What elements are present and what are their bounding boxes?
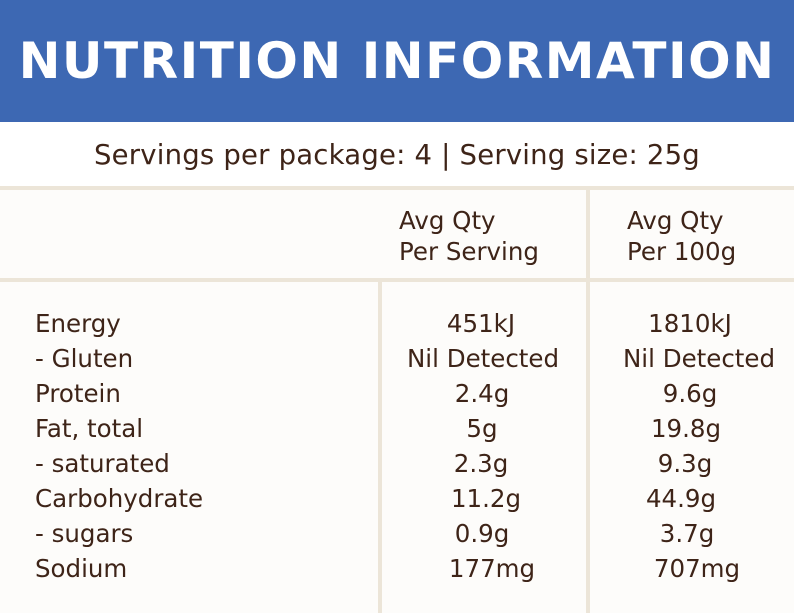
nutrient-label: - saturated [35, 449, 170, 478]
value-per-serving: 451kJ [446, 309, 516, 338]
value-per-100g: Nil Detected [622, 344, 776, 373]
value-per-100g: 9.6g [662, 379, 718, 408]
nutrient-label: Energy [35, 309, 121, 338]
value-per-serving: 2.3g [453, 449, 509, 478]
col-header-line: Avg Qty [627, 206, 724, 235]
divider-col-1 [378, 282, 382, 613]
col-header-line: Avg Qty [399, 206, 496, 235]
nutrient-label: Sodium [35, 554, 128, 583]
value-per-serving: 0.9g [454, 519, 510, 548]
serving-info-row: Servings per package: 4 | Serving size: … [0, 122, 794, 188]
col-header-per-100g: Avg Qty Per 100g [627, 205, 736, 267]
value-per-serving: 177mg [448, 554, 536, 583]
col-header-line: Per Serving [399, 237, 539, 266]
value-per-100g: 44.9g [645, 484, 717, 513]
value-per-100g: 3.7g [659, 519, 715, 548]
divider-top [0, 186, 794, 190]
panel-title: NUTRITION INFORMATION [18, 32, 776, 90]
nutrient-label: - Gluten [35, 344, 134, 373]
divider-col-2 [586, 190, 590, 613]
value-per-serving: 2.4g [454, 379, 510, 408]
divider-header [0, 278, 794, 282]
value-per-100g: 707mg [653, 554, 741, 583]
nutrient-label: Fat, total [35, 414, 144, 443]
nutrient-label: Carbohydrate [35, 484, 204, 513]
serving-info: Servings per package: 4 | Serving size: … [94, 139, 700, 171]
value-per-100g: 9.3g [657, 449, 713, 478]
nutrient-label: - sugars [35, 519, 134, 548]
col-header-line: Per 100g [627, 237, 737, 266]
header-banner: NUTRITION INFORMATION [0, 0, 794, 122]
nutrient-label: Protein [35, 379, 121, 408]
col-header-per-serving: Avg Qty Per Serving [399, 205, 539, 267]
value-per-100g: 1810kJ [648, 309, 732, 338]
value-per-serving: 11.2g [450, 484, 522, 513]
value-per-serving: 5g [466, 414, 498, 443]
value-per-100g: 19.8g [650, 414, 722, 443]
value-per-serving: Nil Detected [406, 344, 560, 373]
